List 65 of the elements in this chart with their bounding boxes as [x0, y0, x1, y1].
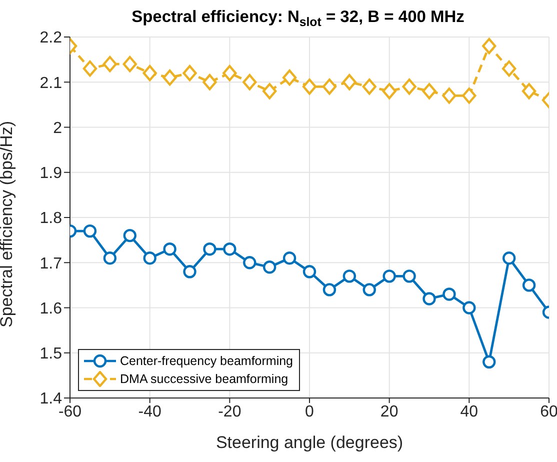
point [122, 56, 137, 72]
point [123, 228, 136, 242]
x-axis-title: Steering angle (degrees) [216, 433, 404, 452]
legend-label: Center-frequency beamforming [120, 354, 293, 368]
point [322, 78, 337, 95]
point [202, 74, 217, 90]
point [442, 288, 456, 301]
point [102, 56, 118, 72]
point [302, 78, 317, 95]
point [462, 301, 476, 314]
x-tick-label: 40 [460, 403, 478, 420]
point [103, 252, 117, 265]
legend-label: DMA successive beamforming [120, 372, 288, 386]
point [402, 78, 416, 95]
point [262, 83, 277, 100]
point [282, 252, 296, 265]
point [502, 60, 516, 77]
x-tick-label: 0 [305, 403, 314, 420]
point [402, 270, 416, 283]
point [203, 242, 216, 256]
point [342, 74, 357, 90]
point [182, 65, 197, 82]
x-tick-label: -40 [138, 403, 162, 420]
point [142, 65, 157, 82]
point [82, 60, 98, 77]
point [422, 292, 436, 306]
chart-title: Spectral efficiency: N$_{slot}$ = 32, B = 400 MHz [132, 8, 464, 29]
point [223, 242, 236, 256]
y-tick-label: 1.7 [40, 255, 62, 272]
y-tick-label: 1.8 [40, 210, 62, 228]
y-tick-label: 2.2 [40, 30, 62, 47]
point [183, 265, 196, 278]
point [502, 252, 516, 265]
point [362, 78, 376, 95]
point [322, 283, 336, 296]
y-tick-label: 2.1 [40, 74, 62, 92]
point [243, 256, 256, 270]
point [83, 224, 97, 238]
point [442, 88, 456, 104]
point [342, 270, 356, 283]
y-tick-label: 1.9 [40, 165, 62, 182]
point [382, 270, 396, 283]
point [143, 252, 156, 265]
point [482, 355, 496, 368]
y-axis-title: Spectral efficiency (bps/Hz) [0, 120, 16, 328]
point [522, 83, 536, 100]
point [262, 260, 276, 274]
point [422, 83, 436, 100]
point [162, 70, 177, 86]
point [163, 242, 176, 256]
y-tick-label: 2 [53, 120, 62, 137]
point [362, 283, 376, 296]
point [482, 38, 496, 54]
x-tick-label: 60 [540, 403, 557, 420]
x-tick-label: 20 [380, 403, 398, 420]
point [282, 70, 297, 86]
point [462, 88, 476, 104]
point [242, 74, 257, 90]
y-tick-label: 1.6 [40, 300, 62, 318]
x-tick-label: -20 [218, 403, 242, 420]
point [222, 65, 237, 82]
point [302, 265, 316, 278]
y-tick-label: 1.5 [40, 346, 62, 363]
point [382, 83, 396, 100]
point [522, 278, 536, 292]
